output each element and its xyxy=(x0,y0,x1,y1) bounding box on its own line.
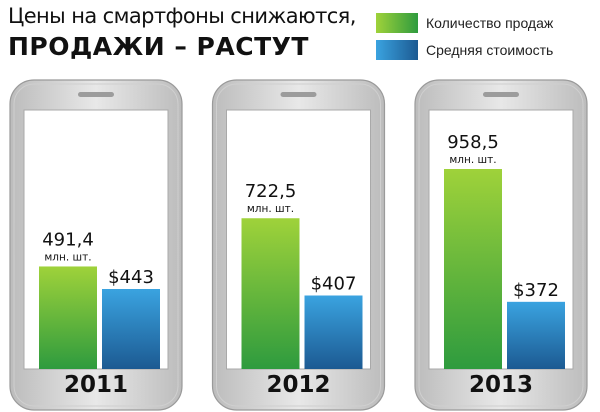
bar-price-2012 xyxy=(304,295,363,369)
speaker-slot xyxy=(280,92,317,97)
legend-item-sales: Количество продаж xyxy=(376,12,553,34)
legend-label-sales: Количество продаж xyxy=(426,15,554,31)
bar-price-2011 xyxy=(102,289,160,369)
label-price-2012: $407 xyxy=(311,274,357,295)
legend-label-price: Средняя стоимость xyxy=(426,42,554,58)
legend-swatch-price xyxy=(376,40,418,60)
phone-bezel xyxy=(13,83,179,407)
label-unit-2011: млн. шт. xyxy=(44,251,91,263)
label-sales-2013: 958,5 xyxy=(447,132,499,153)
category-label-2011: 2011 xyxy=(64,372,128,398)
category-label-2013: 2013 xyxy=(469,372,533,398)
label-unit-2013: млн. шт. xyxy=(449,154,496,166)
chart-subtitle: Цены на смартфоны снижаются, xyxy=(8,4,356,28)
phone-bezel xyxy=(216,83,381,407)
chart-title: ПРОДАЖИ – РАСТУТ xyxy=(8,32,309,61)
bar-price-2013 xyxy=(507,301,565,369)
label-price-2011: $443 xyxy=(108,267,154,288)
speaker-slot xyxy=(78,92,114,97)
title-block: Цены на смартфоны снижаются, ПРОДАЖИ – Р… xyxy=(8,2,356,62)
bar-sales-2012 xyxy=(241,218,300,369)
speaker-slot xyxy=(483,92,519,97)
legend: Количество продаж Средняя стоимость xyxy=(376,12,553,66)
legend-swatch-sales xyxy=(376,13,418,33)
phone-bezel xyxy=(418,83,584,407)
bar-sales-2011 xyxy=(39,266,97,369)
label-price-2013: $372 xyxy=(513,280,559,301)
bar-sales-2013 xyxy=(444,169,502,369)
label-sales-2012: 722,5 xyxy=(245,181,297,202)
category-label-2012: 2012 xyxy=(266,372,330,398)
label-sales-2011: 491,4 xyxy=(42,229,94,250)
legend-item-price: Средняя стоимость xyxy=(376,39,553,61)
label-unit-2012: млн. шт. xyxy=(247,203,294,215)
